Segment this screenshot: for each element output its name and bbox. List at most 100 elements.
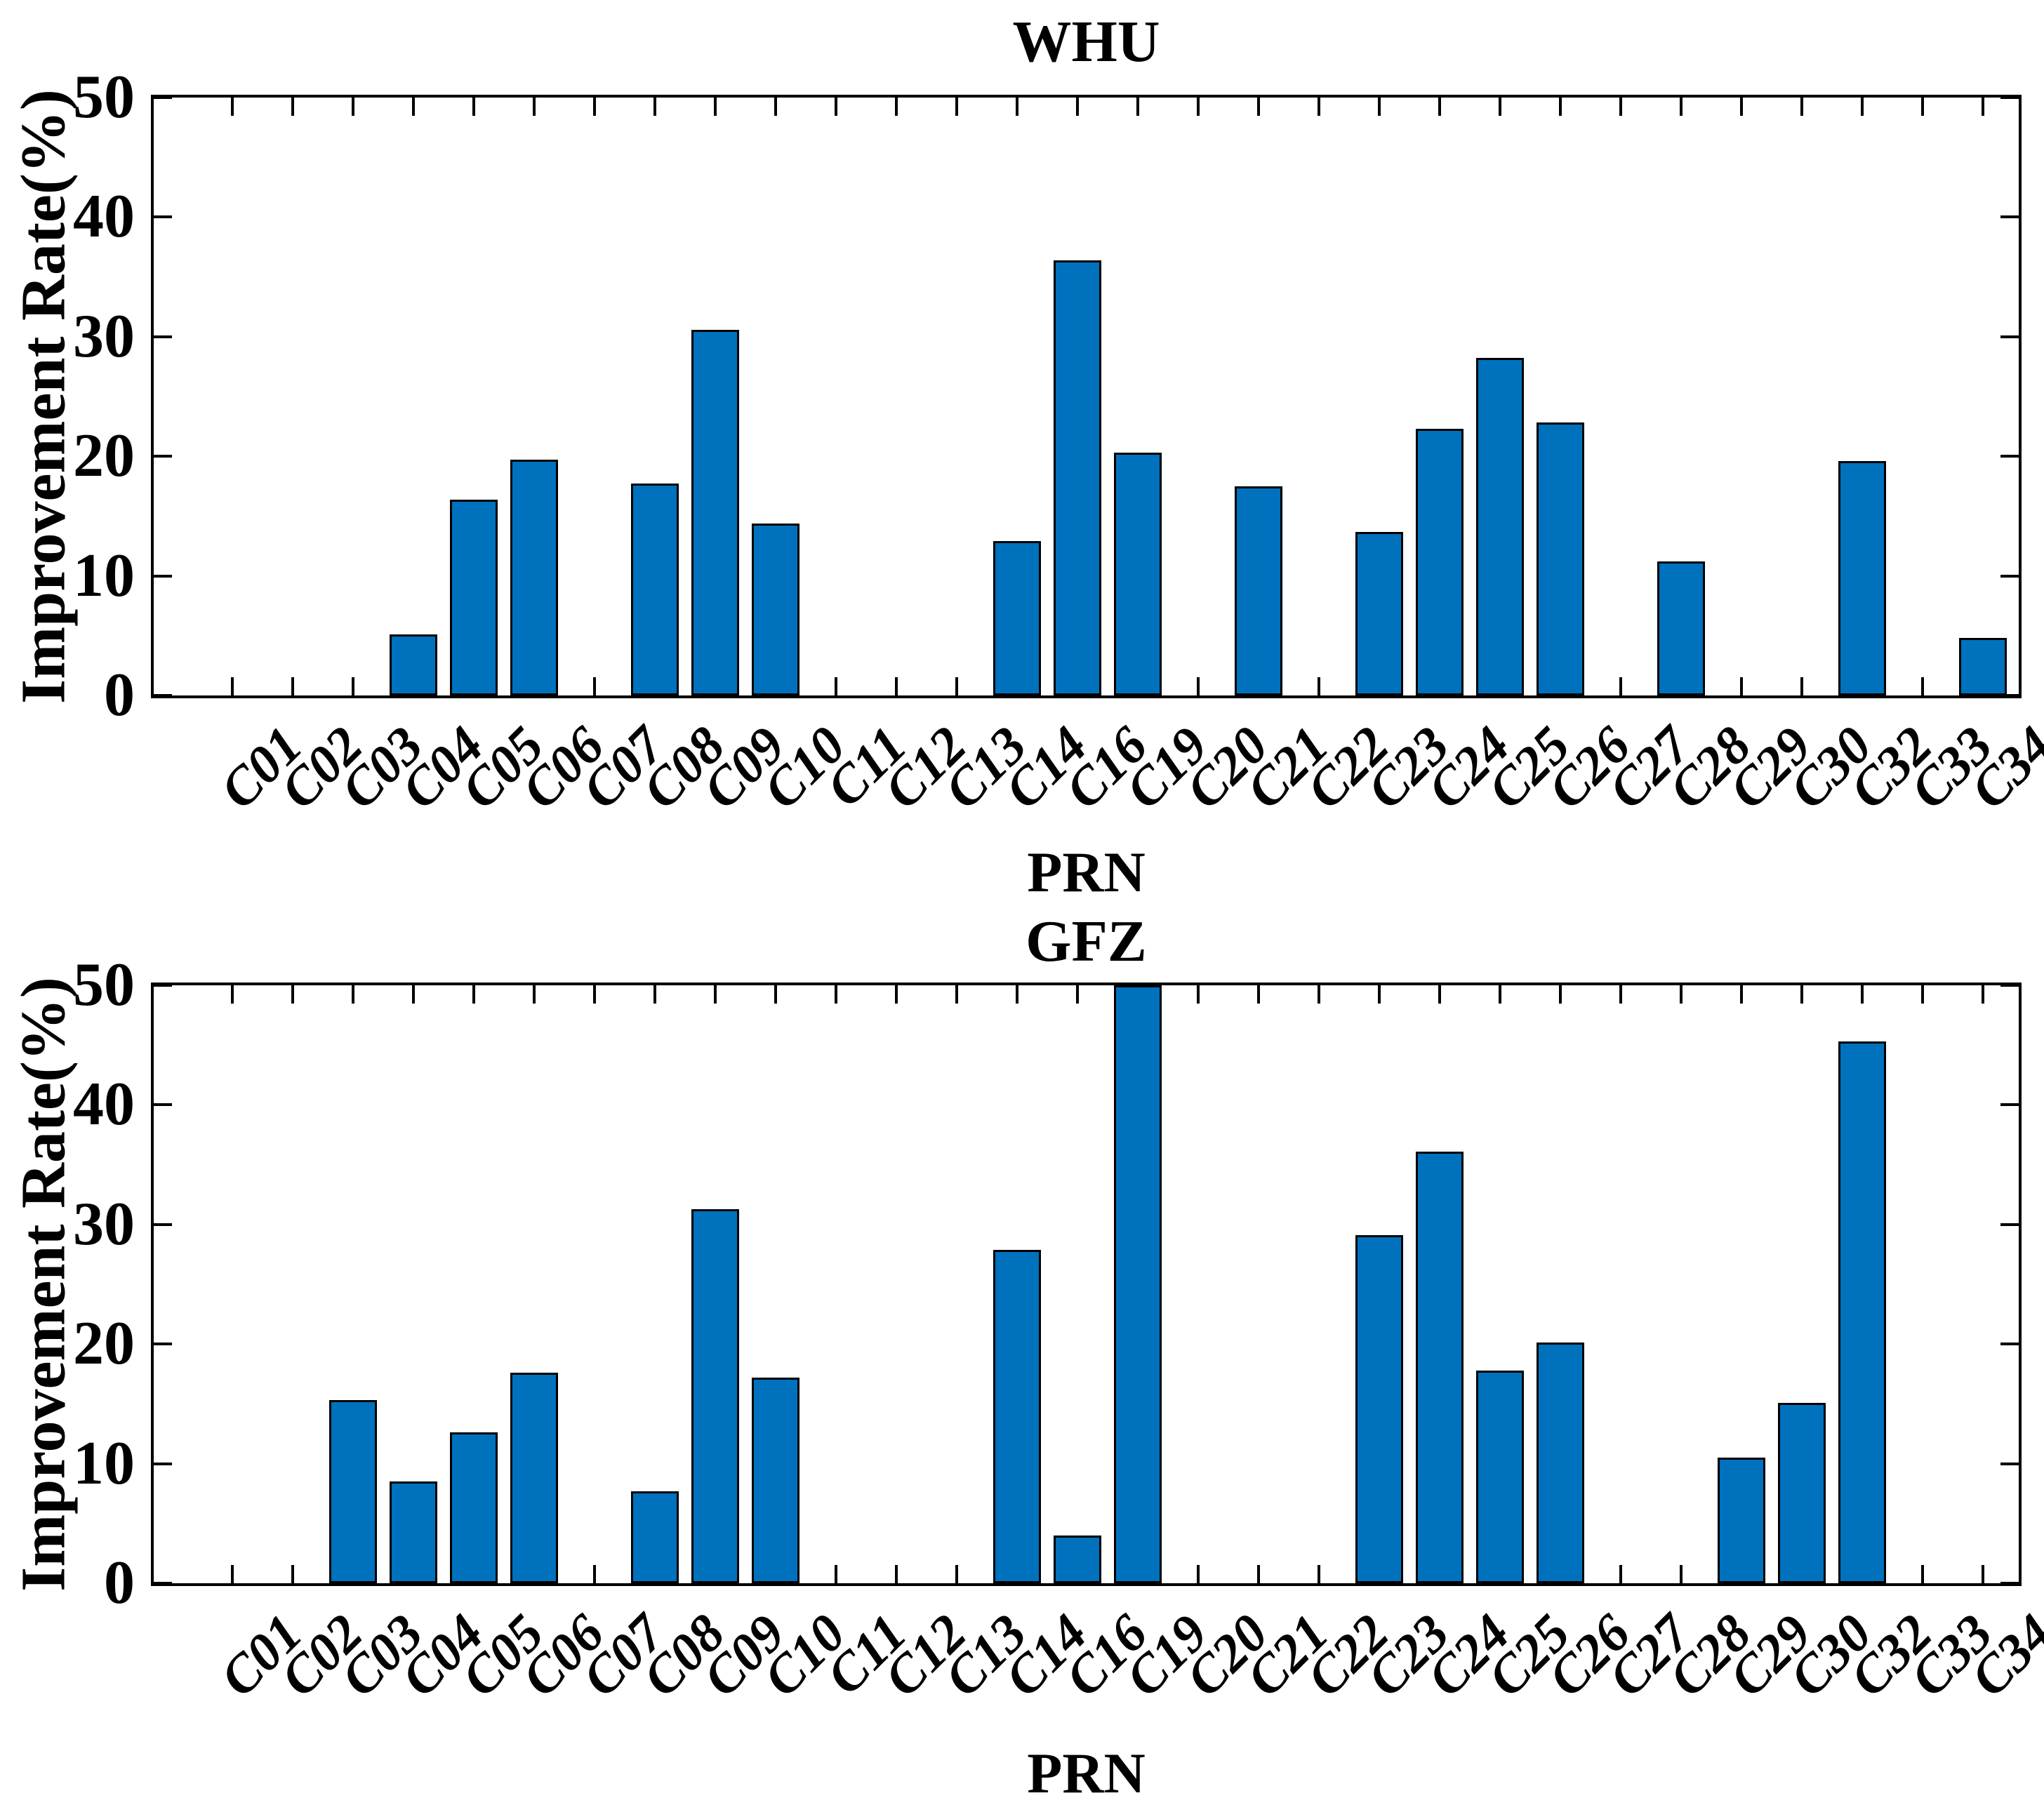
x-tick-mark-top (1197, 985, 1200, 1004)
x-tick-mark-top (1921, 985, 1924, 1004)
x-tick-mark-top (714, 98, 717, 116)
x-tick-mark (1197, 1565, 1200, 1583)
x-tick-mark-top (472, 98, 475, 116)
x-tick-mark-top (1016, 98, 1018, 116)
bar-C23 (1355, 532, 1403, 695)
x-tick-mark (352, 677, 354, 695)
x-tick-mark-top (1499, 985, 1501, 1004)
x-tick-mark-top (1559, 985, 1562, 1004)
x-tick-mark (1800, 677, 1803, 695)
x-tick-mark-top (955, 985, 958, 1004)
x-tick-mark-top (533, 985, 536, 1004)
bar-C34 (1959, 638, 2007, 695)
y-tick-label: 10 (73, 1429, 135, 1498)
y-tick-label: 50 (73, 63, 135, 131)
x-tick-mark-top (352, 985, 354, 1004)
x-tick-mark-top (653, 98, 656, 116)
x-tick-mark (895, 677, 898, 695)
y-tick-mark (154, 455, 172, 458)
y-tick-mark-right (2000, 694, 2019, 697)
bar-C26 (1537, 422, 1584, 695)
x-tick-mark (955, 1565, 958, 1583)
y-tick-mark (154, 984, 172, 987)
x-tick-mark-top (1257, 985, 1260, 1004)
bar-C14 (993, 1250, 1041, 1583)
x-tick-mark (1197, 677, 1200, 695)
x-tick-mark-top (1136, 98, 1139, 116)
x-tick-mark-top (412, 985, 415, 1004)
x-tick-mark-top (1861, 985, 1864, 1004)
bar-C10 (752, 1378, 799, 1583)
y-tick-mark (154, 694, 172, 697)
y-tick-mark-right (2000, 335, 2019, 338)
x-tick-mark-top (1680, 98, 1683, 116)
x-tick-mark-top (835, 985, 837, 1004)
x-tick-mark-top (1619, 98, 1622, 116)
x-tick-mark-top (774, 985, 777, 1004)
bar-C14 (993, 541, 1041, 695)
x-tick-mark (955, 677, 958, 695)
x-tick-mark-top (1438, 98, 1441, 116)
x-tick-mark-top (895, 985, 898, 1004)
bar-C16 (1054, 260, 1101, 695)
x-tick-mark-top (352, 98, 354, 116)
y-tick-mark (154, 1343, 172, 1346)
y-tick-label: 40 (73, 182, 135, 251)
x-tick-mark (1680, 1565, 1683, 1583)
x-tick-mark-top (895, 98, 898, 116)
bar-C05 (450, 1432, 498, 1583)
bar-C06 (510, 1373, 558, 1583)
x-tick-mark-top (1318, 985, 1320, 1004)
y-tick-mark-right (2000, 1582, 2019, 1585)
bar-C25 (1476, 1371, 1524, 1583)
y-tick-mark-right (2000, 1343, 2019, 1346)
y-axis-label-whu: Improvement Rate(%) (8, 89, 79, 704)
x-tick-mark-top (1257, 98, 1260, 116)
bar-C30 (1778, 1403, 1826, 1583)
y-tick-mark-right (2000, 984, 2019, 987)
bar-C05 (450, 500, 498, 695)
x-tick-mark-top (1740, 98, 1743, 116)
y-tick-label: 30 (73, 1190, 135, 1258)
bar-C29 (1718, 1458, 1765, 1583)
y-tick-mark (154, 1223, 172, 1226)
x-tick-mark-top (1800, 985, 1803, 1004)
x-tick-mark (1318, 1565, 1320, 1583)
bar-C03 (329, 1400, 377, 1583)
x-tick-mark-top (472, 985, 475, 1004)
x-tick-mark (1921, 1565, 1924, 1583)
y-tick-mark-right (2000, 1462, 2019, 1465)
x-tick-mark-top (1318, 98, 1320, 116)
x-tick-mark (1982, 1565, 1984, 1583)
x-tick-mark-top (1197, 98, 1200, 116)
y-tick-mark-right (2000, 96, 2019, 99)
x-tick-mark-top (653, 985, 656, 1004)
y-tick-mark (154, 574, 172, 578)
x-tick-mark-top (1076, 985, 1079, 1004)
x-tick-mark (291, 1565, 294, 1583)
x-tick-mark-top (291, 98, 294, 116)
bar-C25 (1476, 358, 1524, 695)
x-tick-mark (593, 677, 596, 695)
y-tick-mark-right (2000, 1103, 2019, 1107)
bar-C26 (1537, 1343, 1584, 1583)
x-axis-label-whu: PRN (1027, 840, 1146, 904)
x-tick-mark-top (1619, 985, 1622, 1004)
y-tick-label: 0 (104, 1549, 135, 1617)
x-tick-mark-top (835, 98, 837, 116)
x-tick-mark-top (1982, 98, 1984, 116)
y-tick-label: 10 (73, 541, 135, 610)
x-tick-mark-top (231, 985, 234, 1004)
x-tick-mark (1619, 1565, 1622, 1583)
x-tick-mark (593, 1565, 596, 1583)
x-tick-mark-top (1921, 98, 1924, 116)
y-tick-label: 30 (73, 302, 135, 371)
y-tick-mark-right (2000, 455, 2019, 458)
x-tick-mark-top (593, 98, 596, 116)
plot-area-gfz (151, 983, 2022, 1586)
x-tick-mark-top (593, 985, 596, 1004)
x-tick-mark-top (1499, 98, 1501, 116)
x-tick-mark-top (1800, 98, 1803, 116)
chart-title-gfz: GFZ (1026, 909, 1147, 974)
